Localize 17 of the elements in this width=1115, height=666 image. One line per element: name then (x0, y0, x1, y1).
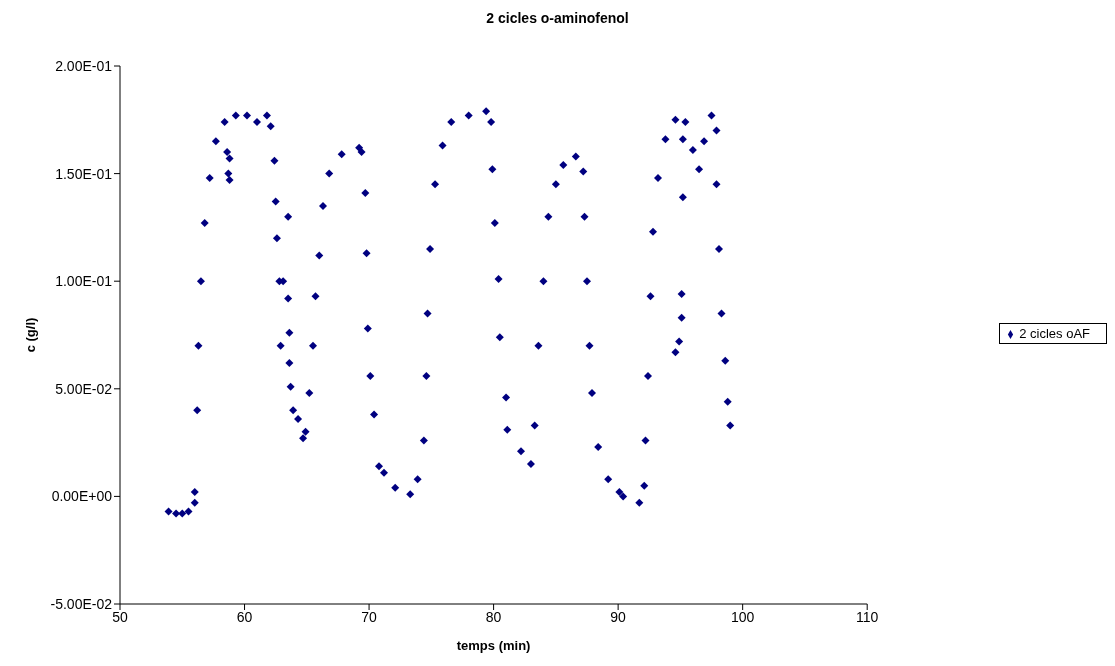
x-axis-title: temps (min) (456, 638, 531, 653)
chart-title: 2 cicles o-aminofenol (485, 10, 630, 26)
x-tick-label: 100 (730, 608, 755, 625)
x-tick-label: 50 (112, 608, 128, 625)
legend-label: 2 cicles oAF (1019, 325, 1090, 341)
x-tick-label: 110 (856, 608, 879, 625)
x-tick-label: 90 (610, 608, 627, 625)
y-tick-label: 1.00E-01 (55, 273, 113, 290)
y-tick-label: 0.00E+00 (51, 488, 113, 505)
y-tick-label: 1.50E-01 (55, 165, 113, 182)
y-axis-title: c (g/l) (22, 317, 38, 353)
y-tick-label: 5.00E-02 (55, 380, 113, 397)
x-tick-label: 70 (361, 608, 378, 625)
x-tick-label: 80 (485, 608, 502, 625)
y-tick-label: -5.00E-02 (50, 595, 113, 612)
x-tick-label: 60 (236, 608, 253, 625)
y-tick-label: 2.00E-01 (55, 57, 113, 74)
